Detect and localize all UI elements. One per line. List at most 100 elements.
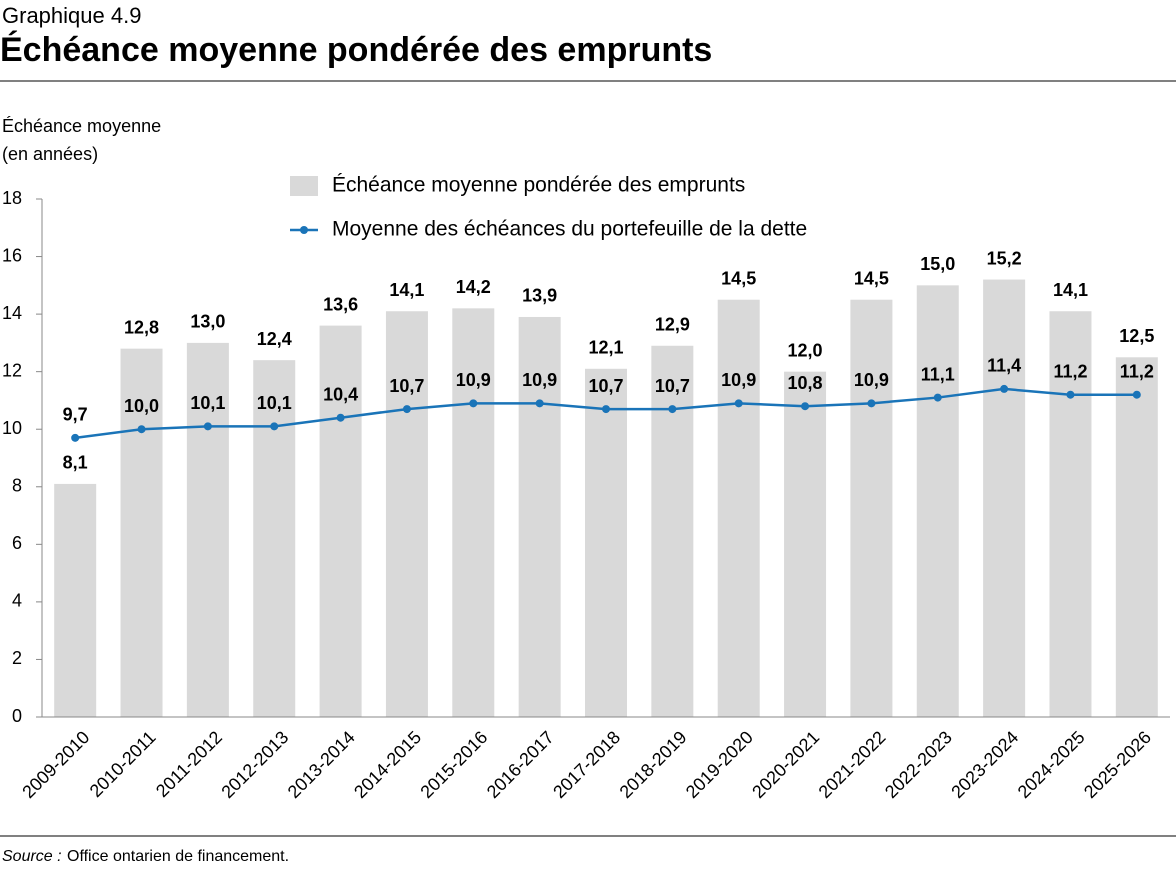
- x-tick-label: 2010-2011: [86, 727, 160, 801]
- bar: [585, 368, 627, 717]
- bar-value-label: 13,9: [522, 286, 557, 306]
- line-value-label: 10,9: [721, 370, 756, 390]
- source: Office ontarien de financement.: [67, 848, 289, 865]
- bar-value-label: 14,1: [389, 280, 424, 300]
- bar: [784, 371, 827, 717]
- y-tick-label: 2: [12, 648, 22, 668]
- line-value-label: 11,4: [987, 356, 1021, 376]
- bar-value-label: 15,0: [920, 254, 955, 274]
- y-axis-label: (en années): [2, 144, 98, 164]
- line-value-label: 10,9: [854, 370, 889, 390]
- x-tick-label: 2012-2013: [217, 727, 292, 802]
- line-point: [801, 402, 810, 411]
- bar: [186, 342, 229, 717]
- x-tick-label: 2015-2016: [416, 727, 491, 802]
- line-value-label: 10,8: [788, 373, 823, 393]
- x-tick-label: 2025-2026: [1080, 727, 1155, 802]
- x-tick-label: 2024-2025: [1014, 727, 1089, 802]
- bar-value-label: 15,2: [987, 248, 1022, 268]
- x-tick-label: 2014-2015: [350, 727, 425, 802]
- line-point: [1132, 390, 1141, 399]
- bar: [1115, 357, 1158, 717]
- y-tick-label: 10: [2, 418, 22, 438]
- bar-value-label: 13,0: [190, 312, 225, 332]
- bar: [319, 325, 362, 717]
- line-value-label: 10,7: [655, 376, 690, 396]
- line-value-label: 9,7: [63, 405, 88, 425]
- bar: [916, 285, 959, 717]
- x-tick-label: 2018-2019: [616, 727, 691, 802]
- bar: [54, 483, 97, 717]
- bar-value-label: 12,8: [124, 317, 159, 337]
- legend-swatch: [290, 176, 318, 196]
- y-tick-label: 4: [12, 591, 22, 611]
- source-label: Source :: [2, 848, 62, 865]
- bar-value-label: 8,1: [63, 453, 88, 473]
- bar-value-label: 12,4: [257, 329, 292, 349]
- legend-label: Moyenne des échéances du portefeuille de…: [332, 218, 807, 241]
- chart-label: Graphique 4.9: [2, 3, 141, 28]
- y-tick-label: 12: [2, 360, 22, 380]
- line-value-label: 10,4: [323, 384, 358, 404]
- legend-label: Échéance moyenne pondérée des emprunts: [332, 174, 745, 197]
- bar-value-label: 14,5: [721, 268, 756, 288]
- line-value-label: 10,1: [257, 393, 292, 413]
- x-tick-label: 2017-2018: [549, 727, 624, 802]
- bar-value-label: 14,2: [456, 277, 491, 297]
- line-value-label: 11,2: [1053, 361, 1087, 381]
- line-value-label: 10,1: [190, 393, 225, 413]
- bar: [983, 279, 1026, 717]
- x-tick-label: 2019-2020: [682, 727, 757, 802]
- line-point: [535, 399, 544, 408]
- line-point: [734, 399, 743, 408]
- bar-value-label: 12,5: [1119, 326, 1154, 346]
- line-value-label: 10,9: [522, 370, 557, 390]
- legend-swatch: [300, 226, 308, 234]
- line-point: [71, 433, 80, 442]
- x-tick-label: 2013-2014: [284, 727, 359, 802]
- bar-value-label: 14,1: [1053, 280, 1088, 300]
- bar: [385, 311, 428, 717]
- bar-value-label: 12,0: [788, 340, 823, 360]
- x-tick-label: 2009-2010: [18, 727, 93, 802]
- line-value-label: 10,7: [588, 376, 623, 396]
- y-tick-label: 8: [12, 476, 22, 496]
- line-point: [137, 425, 146, 434]
- line-point: [668, 405, 677, 414]
- line-point: [270, 422, 279, 431]
- x-tick-label: 2011-2012: [152, 727, 226, 801]
- line-point: [933, 393, 942, 402]
- line-point: [469, 399, 478, 408]
- bar: [518, 316, 561, 717]
- line-point: [203, 422, 212, 431]
- y-axis-label: Échéance moyenne: [2, 116, 161, 136]
- x-tick-label: 2016-2017: [483, 727, 558, 802]
- x-tick-label: 2023-2024: [947, 727, 1022, 802]
- line-value-label: 11,2: [1120, 361, 1154, 381]
- line-point: [402, 405, 411, 414]
- line-value-label: 10,7: [389, 376, 424, 396]
- bar-value-label: 13,6: [323, 294, 358, 314]
- line-point: [336, 413, 345, 422]
- line-point: [1000, 384, 1009, 393]
- bar: [253, 360, 296, 717]
- line-value-label: 10,0: [124, 396, 159, 416]
- line-value-label: 11,1: [921, 364, 955, 384]
- y-tick-label: 16: [2, 245, 22, 265]
- bar-value-label: 14,5: [854, 268, 889, 288]
- bar: [717, 299, 760, 717]
- y-tick-label: 18: [2, 188, 22, 208]
- bar: [120, 348, 163, 717]
- bar-value-label: 12,9: [655, 315, 690, 335]
- line-point: [602, 405, 610, 414]
- line-value-label: 10,9: [456, 370, 491, 390]
- y-tick-label: 14: [2, 303, 22, 323]
- bar-value-label: 12,1: [588, 338, 623, 358]
- y-tick-label: 6: [12, 533, 22, 553]
- bar: [850, 299, 893, 717]
- bar: [452, 308, 495, 717]
- y-tick-label: 0: [12, 706, 22, 726]
- x-tick-label: 2022-2023: [881, 727, 956, 802]
